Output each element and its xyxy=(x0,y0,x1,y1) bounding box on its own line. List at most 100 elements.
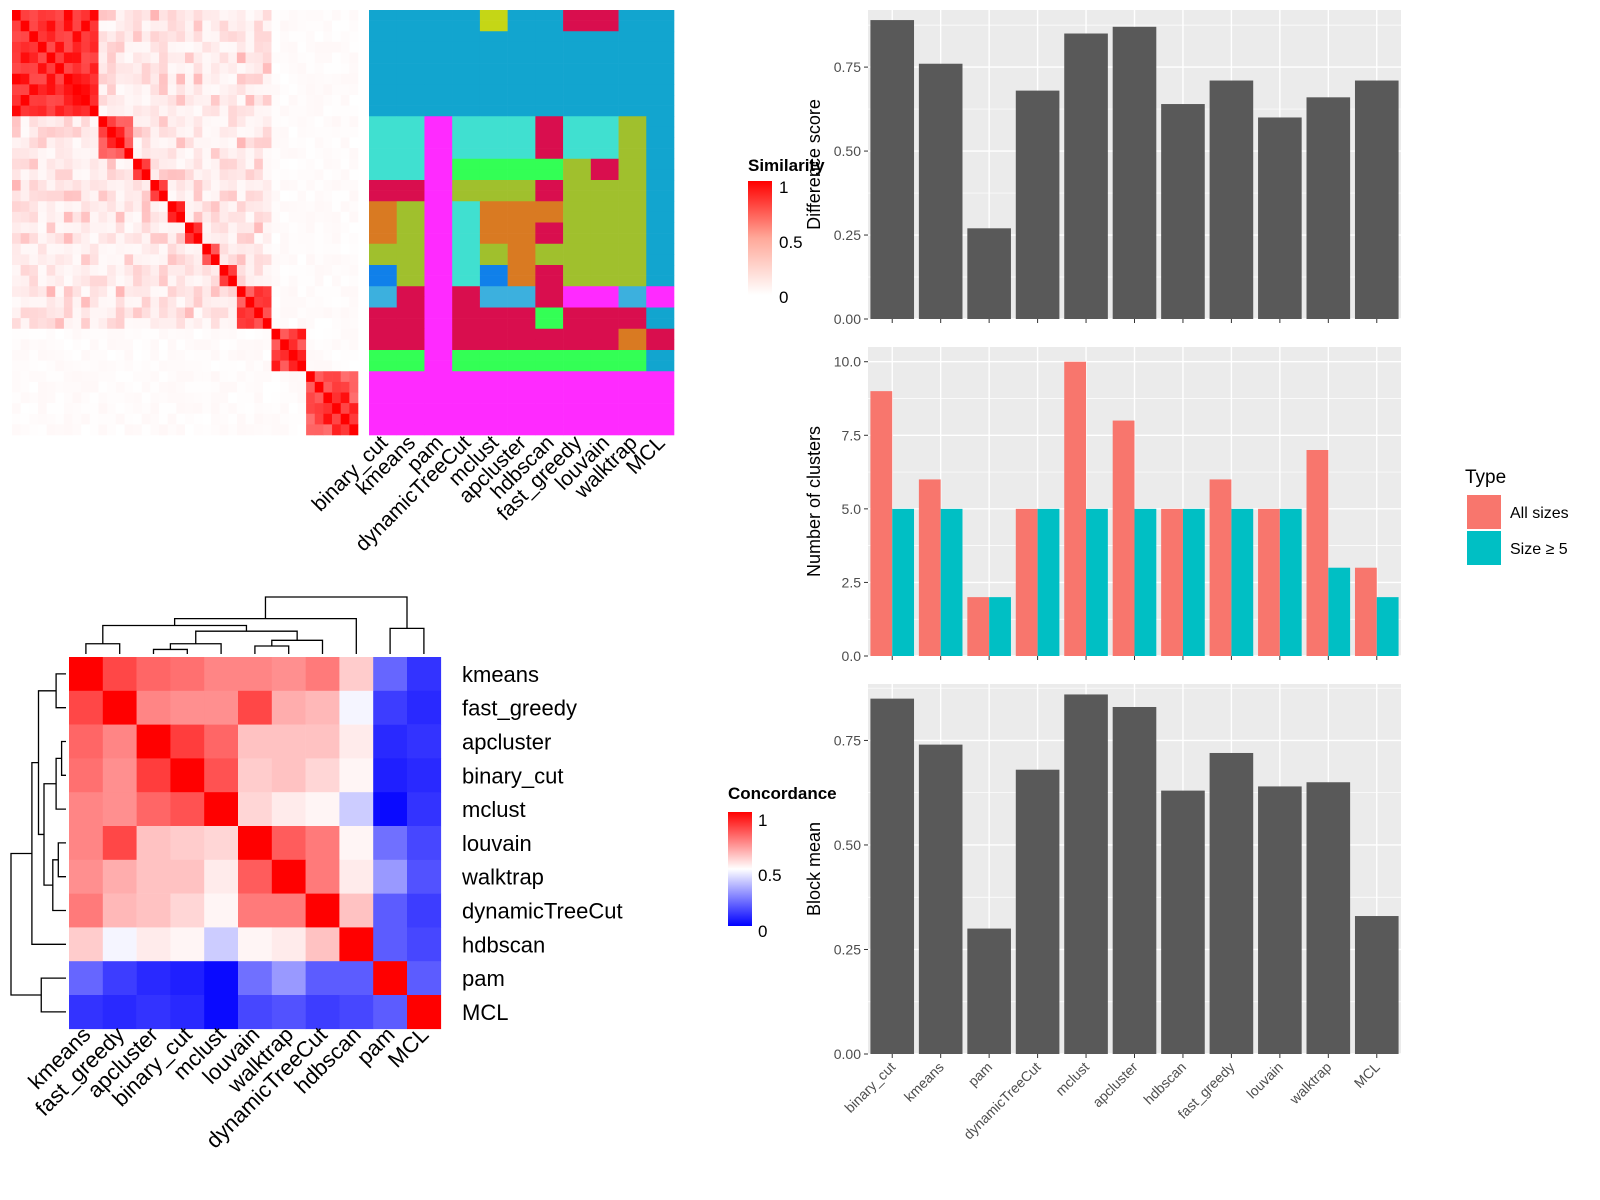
similarity-matrix xyxy=(12,10,359,436)
similarity-cell xyxy=(202,158,212,170)
similarity-cell xyxy=(72,328,82,340)
cluster-cell xyxy=(479,381,508,393)
similarity-cell xyxy=(81,265,91,276)
similarity-cell xyxy=(72,360,82,372)
similarity-cell xyxy=(124,180,134,191)
similarity-cell xyxy=(141,275,151,287)
similarity-cell xyxy=(262,126,272,138)
cluster-cell xyxy=(507,201,536,213)
similarity-cell xyxy=(141,339,151,351)
similarity-cell xyxy=(245,148,255,160)
similarity-cell xyxy=(81,10,91,21)
similarity-cell xyxy=(89,158,99,170)
cluster-cell xyxy=(396,222,425,234)
similarity-cell xyxy=(115,201,125,213)
concordance-cell xyxy=(170,657,205,692)
similarity-cell xyxy=(55,254,65,266)
bar xyxy=(892,508,915,656)
similarity-cell xyxy=(167,158,177,170)
similarity-cell xyxy=(332,180,341,191)
similarity-cell xyxy=(193,254,203,266)
similarity-cell xyxy=(107,84,117,96)
cluster-assignment-matrix xyxy=(369,10,675,436)
cluster-cell xyxy=(369,148,398,160)
similarity-cell xyxy=(297,275,307,287)
cluster-cell xyxy=(590,233,619,245)
similarity-cell xyxy=(115,126,125,138)
similarity-cell xyxy=(89,10,99,21)
similarity-cell xyxy=(193,52,203,64)
similarity-cell xyxy=(245,41,255,53)
similarity-cell xyxy=(115,243,125,255)
similarity-cell xyxy=(349,95,359,106)
similarity-cell xyxy=(288,307,298,319)
similarity-cell xyxy=(262,169,272,181)
similarity-legend: Similarity 1 0.5 0 xyxy=(748,156,825,307)
similarity-cell xyxy=(72,211,82,223)
similarity-cell xyxy=(262,243,272,255)
similarity-cell xyxy=(306,307,316,319)
similarity-cell xyxy=(167,190,177,202)
similarity-cell xyxy=(63,296,73,308)
cluster-cell xyxy=(535,233,564,245)
similarity-cell xyxy=(332,190,341,202)
similarity-cell xyxy=(141,41,151,53)
similarity-cell xyxy=(98,52,108,64)
similarity-cell xyxy=(202,105,212,117)
similarity-cell xyxy=(124,52,134,64)
similarity-cell xyxy=(176,403,186,415)
similarity-cell xyxy=(89,20,99,32)
similarity-cell xyxy=(176,318,186,330)
similarity-cell xyxy=(349,190,359,202)
similarity-cell xyxy=(349,318,359,330)
similarity-cell xyxy=(133,233,143,245)
similarity-cell xyxy=(349,201,359,213)
cluster-cell xyxy=(452,169,481,181)
similarity-cell xyxy=(107,392,117,404)
cluster-cell xyxy=(646,95,675,106)
similarity-cell xyxy=(141,403,151,415)
cluster-cell xyxy=(452,328,481,340)
similarity-cell xyxy=(245,424,255,436)
similarity-cell xyxy=(29,137,39,149)
dendrogram-branch xyxy=(40,977,66,1013)
similarity-cell xyxy=(271,137,281,149)
similarity-cell xyxy=(72,73,82,85)
cluster-cell xyxy=(396,158,425,170)
similarity-cell xyxy=(63,126,73,138)
cluster-cell xyxy=(618,52,647,64)
similarity-cell xyxy=(98,307,108,319)
similarity-cell xyxy=(72,95,82,106)
similarity-cell xyxy=(297,158,307,170)
similarity-cell xyxy=(323,180,333,191)
similarity-cell xyxy=(271,339,281,351)
similarity-cell xyxy=(254,413,264,425)
cluster-cell xyxy=(535,158,564,170)
similarity-cell xyxy=(280,31,290,43)
cluster-cell xyxy=(369,381,398,393)
similarity-cell xyxy=(159,307,168,319)
similarity-cell xyxy=(185,318,194,330)
cluster-cell xyxy=(396,73,425,85)
similarity-cell xyxy=(228,105,238,117)
similarity-cell xyxy=(115,328,125,340)
concordance-cell xyxy=(339,758,374,793)
cluster-cell xyxy=(424,148,453,160)
similarity-cell xyxy=(314,73,324,85)
similarity-cell xyxy=(262,52,272,64)
similarity-cell xyxy=(12,265,21,276)
concordance-cell xyxy=(69,961,104,996)
similarity-cell xyxy=(314,95,324,106)
cluster-cell xyxy=(452,424,481,436)
similarity-cell xyxy=(124,137,134,149)
similarity-cell xyxy=(228,371,238,383)
similarity-cell xyxy=(288,20,298,32)
similarity-cell xyxy=(176,148,186,160)
similarity-cell xyxy=(81,20,91,32)
similarity-cell xyxy=(29,318,39,330)
similarity-cell xyxy=(202,243,212,255)
similarity-cell xyxy=(20,233,30,245)
similarity-cell xyxy=(288,158,298,170)
similarity-cell xyxy=(236,254,246,266)
